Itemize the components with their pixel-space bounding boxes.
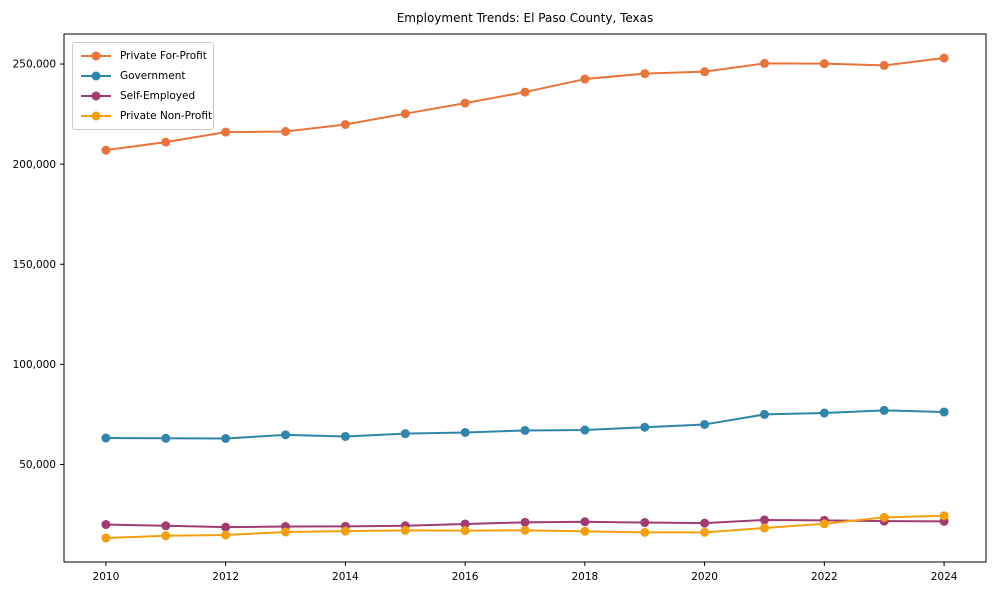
x-tick-label: 2018 bbox=[572, 571, 599, 583]
chart-title: Employment Trends: El Paso County, Texas bbox=[396, 11, 654, 25]
legend-item-private-non-profit: Private Non-Profit bbox=[81, 110, 212, 122]
data-point bbox=[400, 109, 410, 119]
data-point bbox=[460, 526, 470, 536]
data-point bbox=[221, 127, 231, 137]
data-point bbox=[819, 519, 829, 529]
data-point bbox=[759, 523, 769, 533]
data-point bbox=[879, 405, 889, 415]
data-point bbox=[101, 145, 111, 155]
data-point bbox=[939, 511, 949, 521]
data-point bbox=[759, 58, 769, 68]
data-point bbox=[640, 69, 650, 79]
y-tick-label: 250,000 bbox=[13, 59, 56, 71]
legend-item-government: Government bbox=[81, 70, 204, 82]
legend-label: Self-Employed bbox=[120, 90, 196, 102]
data-point bbox=[221, 522, 231, 532]
data-point bbox=[700, 67, 710, 77]
data-point bbox=[400, 429, 410, 439]
legend-marker-private-for-profit bbox=[81, 51, 111, 61]
data-point bbox=[281, 430, 291, 440]
data-point bbox=[520, 525, 530, 535]
data-point bbox=[879, 512, 889, 522]
x-tick-label: 2020 bbox=[691, 571, 718, 583]
data-point bbox=[520, 87, 530, 97]
data-point bbox=[460, 519, 470, 529]
data-point bbox=[460, 98, 470, 108]
data-point bbox=[759, 409, 769, 419]
data-point bbox=[281, 127, 291, 137]
data-point bbox=[101, 433, 111, 443]
x-tick-label: 2012 bbox=[212, 571, 239, 583]
data-point bbox=[580, 526, 590, 536]
y-tick-label: 100,000 bbox=[13, 359, 56, 371]
data-point bbox=[819, 59, 829, 69]
data-point bbox=[161, 531, 171, 541]
data-point bbox=[939, 407, 949, 417]
data-point bbox=[580, 425, 590, 435]
legend-item-private-for-profit: Private For-Profit bbox=[81, 50, 207, 62]
y-tick-label: 50,000 bbox=[19, 459, 56, 471]
data-point bbox=[580, 517, 590, 527]
plot-spines bbox=[63, 33, 987, 563]
data-point bbox=[221, 433, 231, 443]
legend-marker-self-employed bbox=[81, 91, 111, 101]
x-tick-label: 2014 bbox=[332, 571, 359, 583]
y-tick-label: 150,000 bbox=[13, 259, 56, 271]
legend-label: Private For-Profit bbox=[120, 50, 207, 62]
data-point bbox=[700, 419, 710, 429]
x-tick-label: 2024 bbox=[931, 571, 958, 583]
data-point bbox=[640, 422, 650, 432]
x-tick-label: 2016 bbox=[452, 571, 479, 583]
data-point bbox=[640, 527, 650, 537]
legend-marker-government bbox=[81, 71, 111, 81]
data-point bbox=[400, 525, 410, 535]
y-tick-label: 200,000 bbox=[13, 159, 56, 171]
legend-item-self-employed: Self-Employed bbox=[81, 90, 204, 102]
data-point bbox=[460, 427, 470, 437]
data-point bbox=[101, 520, 111, 530]
legend-label: Government bbox=[120, 70, 186, 82]
x-tick-label: 2010 bbox=[93, 571, 120, 583]
data-point bbox=[340, 431, 350, 441]
series-line-private-for-profit bbox=[105, 57, 945, 152]
legend: Private For-Profit Government Self-Emplo… bbox=[72, 42, 214, 130]
data-point bbox=[340, 120, 350, 130]
data-point bbox=[161, 137, 171, 147]
data-point bbox=[700, 527, 710, 537]
data-point bbox=[520, 425, 530, 435]
legend-label: Private Non-Profit bbox=[120, 110, 213, 122]
legend-marker-private-non-profit bbox=[81, 111, 111, 121]
data-point bbox=[281, 527, 291, 537]
data-point bbox=[640, 518, 650, 528]
data-point bbox=[161, 433, 171, 443]
data-point bbox=[161, 521, 171, 531]
data-point bbox=[101, 533, 111, 543]
x-tick-label: 2022 bbox=[811, 571, 838, 583]
data-point bbox=[819, 408, 829, 418]
data-point bbox=[520, 517, 530, 527]
data-point bbox=[759, 515, 769, 525]
data-point bbox=[221, 530, 231, 540]
data-point bbox=[939, 53, 949, 63]
data-point bbox=[700, 518, 710, 528]
data-point bbox=[340, 526, 350, 536]
data-point bbox=[580, 74, 590, 84]
data-point bbox=[879, 60, 889, 70]
